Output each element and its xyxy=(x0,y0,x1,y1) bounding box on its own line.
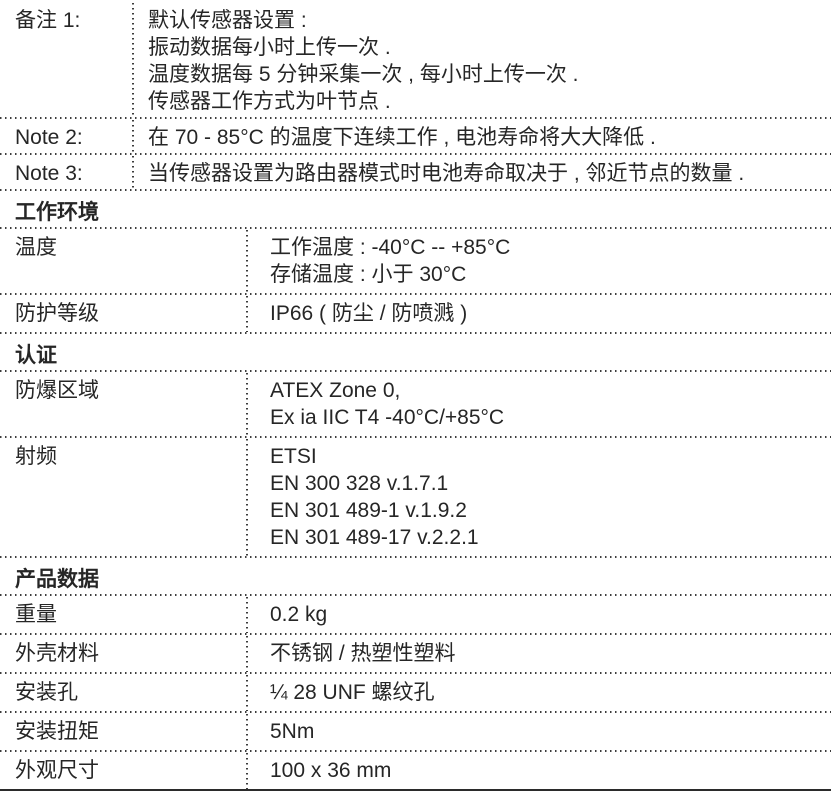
notes-table: 备注 1: 默认传感器设置 : 振动数据每小时上传一次 . 温度数据每 5 分钟采集一… xyxy=(0,2,831,191)
note-row: 备注 1: 默认传感器设置 : 振动数据每小时上传一次 . 温度数据每 5 分钟采集一… xyxy=(0,2,831,119)
spec-label: 安装扭矩 xyxy=(15,720,99,743)
section-header: 认证 xyxy=(0,334,831,372)
spec-row: 安装扭矩 5Nm xyxy=(0,713,831,752)
spec-row: 外观尺寸 100 x 36 mm xyxy=(0,752,831,791)
spec-label: 射频 xyxy=(15,445,57,468)
spec-value-line: 工作温度 : -40°C -- +85°C xyxy=(270,236,511,259)
spec-value-line: 100 x 36 mm xyxy=(270,759,392,782)
spec-value: 0.2 kg xyxy=(246,601,831,628)
spec-row: 安装孔 ¼ 28 UNF 螺纹孔 xyxy=(0,674,831,713)
spec-row: 射频 ETSI EN 300 328 v.1.7.1 EN 301 489-1 v.1… xyxy=(0,438,831,558)
spec-value-line: IP66 ( 防尘 / 防喷溅 ) xyxy=(270,302,468,325)
spec-value: IP66 ( 防尘 / 防喷溅 ) xyxy=(246,300,831,327)
spec-value-line: EN 301 489-1 v.1.9.2 xyxy=(270,499,467,522)
note-line: 传感器工作方式为叶节点 . xyxy=(148,90,391,113)
note-label: Note 2: xyxy=(15,126,83,149)
spec-label: 温度 xyxy=(15,236,57,259)
spec-row: 外壳材料 不锈钢 / 热塑性塑料 xyxy=(0,635,831,674)
spec-value-line: ATEX Zone 0, xyxy=(270,379,401,402)
spec-label: 防爆区域 xyxy=(15,379,99,402)
spec-value-line: EN 301 489-17 v.2.2.1 xyxy=(270,526,479,549)
note-row: Note 3: 当传感器设置为路由器模式时电池寿命取决于 , 邻近节点的数量 . xyxy=(0,155,831,191)
note-label: 备注 1: xyxy=(15,9,81,32)
spec-value-line: Ex ia IIC T4 -40°C/+85°C xyxy=(270,406,505,429)
note-line: 默认传感器设置 : xyxy=(148,9,307,32)
note-line: 振动数据每小时上传一次 . xyxy=(148,36,391,59)
spec-label: 安装孔 xyxy=(15,681,78,704)
spec-value: 工作温度 : -40°C -- +85°C 存储温度 : 小于 30°C xyxy=(246,234,831,288)
note-label: Note 3: xyxy=(15,162,83,185)
section-header: 工作环境 xyxy=(0,191,831,229)
note-content: 在 70 - 85°C 的温度下连续工作 , 电池寿命将大大降低 . xyxy=(132,124,831,151)
spec-value: 5Nm xyxy=(246,718,831,745)
spec-row: 防护等级 IP66 ( 防尘 / 防喷溅 ) xyxy=(0,295,831,334)
spec-value-line: 存储温度 : 小于 30°C xyxy=(270,263,467,286)
spec-value-line: ETSI xyxy=(270,445,317,468)
spec-label: 外观尺寸 xyxy=(15,759,99,782)
spec-row: 防爆区域 ATEX Zone 0, Ex ia IIC T4 -40°C/+85°C xyxy=(0,372,831,438)
spec-label: 重量 xyxy=(15,603,57,626)
note-content: 当传感器设置为路由器模式时电池寿命取决于 , 邻近节点的数量 . xyxy=(132,160,831,187)
section-title: 认证 xyxy=(15,344,57,367)
spec-value: ETSI EN 300 328 v.1.7.1 EN 301 489-1 v.1.9… xyxy=(246,443,831,551)
spec-label: 防护等级 xyxy=(15,302,99,325)
spec-value-line: 5Nm xyxy=(270,720,315,743)
note-content: 默认传感器设置 : 振动数据每小时上传一次 . 温度数据每 5 分钟采集一次 , 每… xyxy=(132,7,831,115)
spec-label: 外壳材料 xyxy=(15,642,99,665)
section-title: 产品数据 xyxy=(15,568,99,591)
note-row: Note 2: 在 70 - 85°C 的温度下连续工作 , 电池寿命将大大降低 … xyxy=(0,119,831,155)
note-line: 在 70 - 85°C 的温度下连续工作 , 电池寿命将大大降低 . xyxy=(148,126,656,149)
section-title: 工作环境 xyxy=(15,201,99,224)
spec-value-line: EN 300 328 v.1.7.1 xyxy=(270,472,449,495)
note-line: 温度数据每 5 分钟采集一次 , 每小时上传一次 . xyxy=(148,63,579,86)
spec-value: 不锈钢 / 热塑性塑料 xyxy=(246,640,831,667)
spec-row: 温度 工作温度 : -40°C -- +85°C 存储温度 : 小于 30°C xyxy=(0,229,831,295)
section-header: 产品数据 xyxy=(0,558,831,596)
spec-row: 重量 0.2 kg xyxy=(0,596,831,635)
spec-value-line: ¼ 28 UNF 螺纹孔 xyxy=(270,681,435,704)
spec-value: ¼ 28 UNF 螺纹孔 xyxy=(246,679,831,706)
note-line: 当传感器设置为路由器模式时电池寿命取决于 , 邻近节点的数量 . xyxy=(148,162,745,185)
spec-value-line: 不锈钢 / 热塑性塑料 xyxy=(270,642,456,665)
spec-sections: 工作环境温度 工作温度 : -40°C -- +85°C 存储温度 : 小于 30°… xyxy=(0,191,831,791)
spec-value-line: 0.2 kg xyxy=(270,603,328,626)
spec-value: 100 x 36 mm xyxy=(246,757,831,784)
spec-value: ATEX Zone 0, Ex ia IIC T4 -40°C/+85°C xyxy=(246,377,831,431)
